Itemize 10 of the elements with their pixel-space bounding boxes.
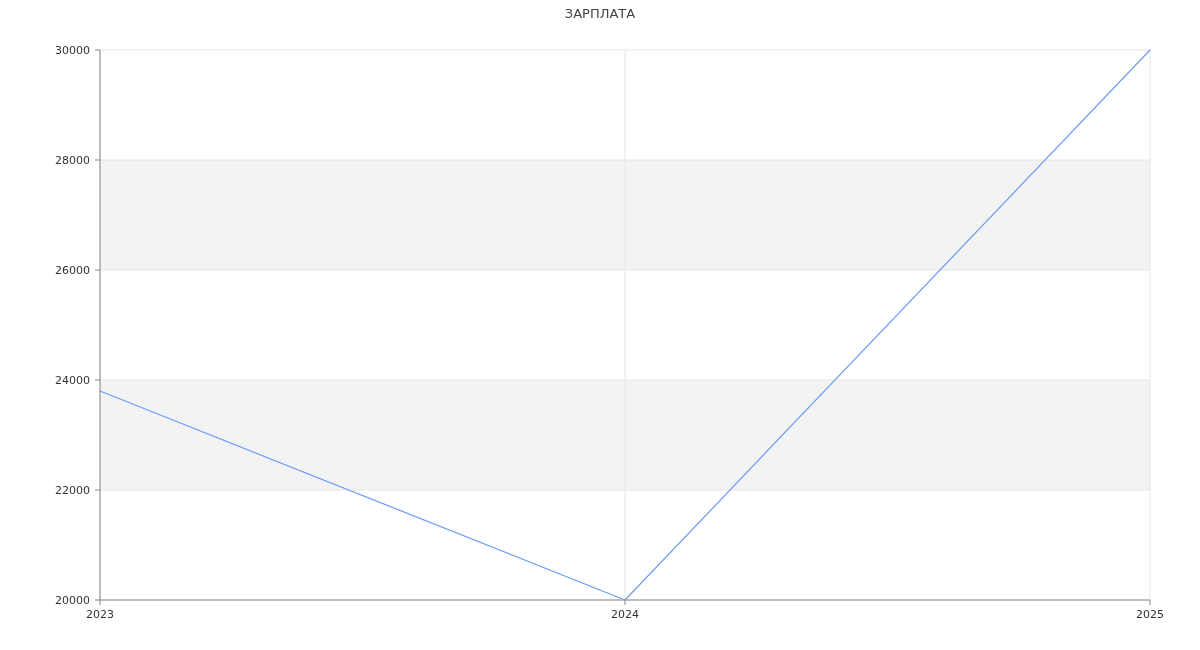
x-tick-label: 2025 xyxy=(1136,608,1164,621)
y-tick-label: 26000 xyxy=(55,263,90,277)
x-tick-label: 2023 xyxy=(86,608,114,621)
y-tick-label: 20000 xyxy=(55,593,90,607)
y-tick-label: 24000 xyxy=(55,373,90,387)
y-tick-label: 28000 xyxy=(55,153,90,167)
chart-title: ЗАРПЛАТА xyxy=(564,6,636,21)
y-tick-label: 30000 xyxy=(55,43,90,57)
x-tick-label: 2024 xyxy=(611,608,639,621)
y-tick-label: 22000 xyxy=(55,483,90,497)
